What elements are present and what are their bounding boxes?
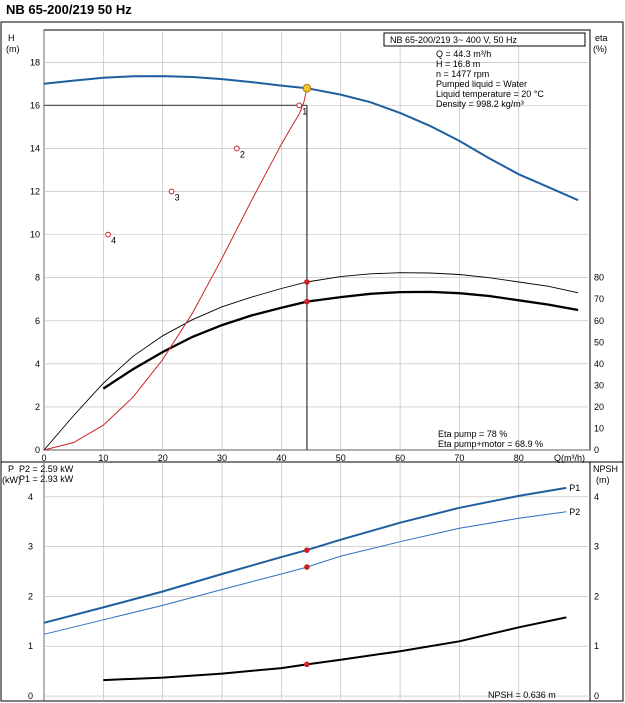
flow-tick-label: 20 xyxy=(158,453,168,463)
eta-axis-label: eta xyxy=(595,33,608,43)
duty-info-line: Liquid temperature = 20 °C xyxy=(436,89,544,99)
performance-grid xyxy=(43,30,590,451)
power-tick-label: 1 xyxy=(28,641,33,651)
power-info-line: P1 = 2.93 kW xyxy=(19,474,74,484)
duty-info-block: Q = 44.3 m³/hH = 16.8 mn = 1477 rpmPumpe… xyxy=(436,49,544,109)
flow-tick-label: 30 xyxy=(217,453,227,463)
flow-tick-label: 70 xyxy=(454,453,464,463)
performance-panel: H (m) eta (%) Q(m³/h) 0 10 20 30 40 50 60 70 800… xyxy=(6,29,608,463)
efficiency-results: Eta pump = 78 %Eta pump+motor = 68.9 % xyxy=(438,429,543,449)
npsh-axis-label: NPSH xyxy=(593,464,618,474)
npsh-tick-label: 0 xyxy=(594,691,599,701)
duty-info-line: Pumped liquid = Water xyxy=(436,79,527,89)
npsh-tick-label: 3 xyxy=(594,542,599,552)
power-marker xyxy=(304,564,310,570)
flow-tick-label: 80 xyxy=(514,453,524,463)
head-tick-label: 2 xyxy=(35,402,40,412)
power-axis-label: P xyxy=(8,464,14,474)
efficiency-marker xyxy=(304,279,310,285)
efficiency-result-line: Eta pump = 78 % xyxy=(438,429,507,439)
eta-tick-label: 20 xyxy=(594,402,604,412)
system-point xyxy=(105,231,111,238)
eta-tick-label: 50 xyxy=(594,337,604,347)
eta-tick-label: 40 xyxy=(594,359,604,369)
npsh-result: NPSH = 0.636 m xyxy=(488,690,556,700)
system-point-label: 1 xyxy=(302,106,307,116)
head-tick-label: 16 xyxy=(30,100,40,110)
system-point-label: 4 xyxy=(111,236,116,246)
system-point-label: 2 xyxy=(240,149,245,159)
performance-series xyxy=(43,75,579,451)
head-tick-label: 8 xyxy=(35,273,40,283)
duty-info-line: H = 16.8 m xyxy=(436,59,480,69)
head-axis-unit: (m) xyxy=(6,44,20,54)
efficiency-result-line: Eta pump+motor = 68.9 % xyxy=(438,439,543,449)
head-tick-label: 14 xyxy=(30,143,40,153)
power-info-line: P2 = 2.59 kW xyxy=(19,464,74,474)
npsh-tick-label: 1 xyxy=(594,641,599,651)
head-tick-label: 12 xyxy=(30,187,40,197)
duty-info-line: Density = 998.2 kg/m³ xyxy=(436,99,524,109)
pump-header-box xyxy=(383,32,586,47)
head-tick-label: 4 xyxy=(35,359,40,369)
power-series: P1 P2 xyxy=(43,483,580,682)
system-point xyxy=(168,188,175,195)
figure-border xyxy=(0,21,624,702)
flow-tick-label: 10 xyxy=(98,453,108,463)
power-marker xyxy=(304,547,310,553)
eta-tick-label: 70 xyxy=(594,294,604,304)
head-tick-label: 10 xyxy=(30,230,40,240)
curve-P2 xyxy=(43,511,567,635)
flow-axis-label: Q(m³/h) xyxy=(554,453,585,463)
curve-P1 xyxy=(43,486,567,624)
curve-NPSH xyxy=(103,616,567,682)
eta-axis-unit: (%) xyxy=(593,44,607,54)
eta-tick-label: 0 xyxy=(594,445,599,455)
series-label-P2: P2 xyxy=(569,507,580,517)
page-title: NB 65-200/219 50 Hz xyxy=(6,2,132,17)
flow-tick-label: 60 xyxy=(395,453,405,463)
npsh-result-line: NPSH = 0.636 m xyxy=(488,690,556,700)
eta-tick-label: 80 xyxy=(594,273,604,283)
power-tick-label: 3 xyxy=(28,542,33,552)
curve-eta_pump xyxy=(43,272,579,451)
head-tick-label: 18 xyxy=(30,57,40,67)
npsh-axis-unit: (m) xyxy=(596,475,610,485)
npsh-tick-label: 4 xyxy=(594,492,599,502)
eta-tick-label: 10 xyxy=(594,423,604,433)
npsh-tick-label: 2 xyxy=(594,591,599,601)
eta-tick-label: 60 xyxy=(594,316,604,326)
performance-axes: H (m) eta (%) Q(m³/h) 0 10 20 30 40 50 60 70 800… xyxy=(6,33,608,463)
power-npsh-panel: P (kW) NPSH (m) 0 1 2 3 4 0 1 2 3 4 P1 P2 P2 = 2.5… xyxy=(2,461,618,702)
system-point-label: 3 xyxy=(175,193,180,203)
power-tick-label: 2 xyxy=(28,591,33,601)
flow-tick-label: 0 xyxy=(41,453,46,463)
duty-info-line: Q = 44.3 m³/h xyxy=(436,49,491,59)
series-label-P1: P1 xyxy=(569,483,580,493)
power-axes: P (kW) NPSH (m) 0 1 2 3 4 0 1 2 3 4 xyxy=(2,464,618,701)
flow-tick-label: 50 xyxy=(336,453,346,463)
pump-header: NB 65-200/219 3~ 400 V, 50 Hz xyxy=(390,35,518,45)
power-axis-unit: (kW) xyxy=(2,475,21,485)
performance-annotations: 1 2 3 4 xyxy=(44,83,312,450)
curve-system xyxy=(43,88,308,451)
duty-info-line: n = 1477 rpm xyxy=(436,69,489,79)
curve-eta_pump_motor xyxy=(102,290,579,390)
head-tick-label: 6 xyxy=(35,316,40,326)
power-tick-label: 0 xyxy=(28,691,33,701)
duty-point-marker xyxy=(302,83,312,93)
head-tick-label: 0 xyxy=(35,445,40,455)
flow-tick-label: 40 xyxy=(276,453,286,463)
power-grid xyxy=(43,462,590,701)
power-tick-label: 4 xyxy=(28,492,33,502)
power-marker xyxy=(304,661,310,668)
eta-tick-label: 30 xyxy=(594,380,604,390)
head-axis-label: H xyxy=(8,33,15,43)
efficiency-marker xyxy=(304,298,310,305)
system-point xyxy=(233,145,240,152)
system-point xyxy=(296,102,303,109)
